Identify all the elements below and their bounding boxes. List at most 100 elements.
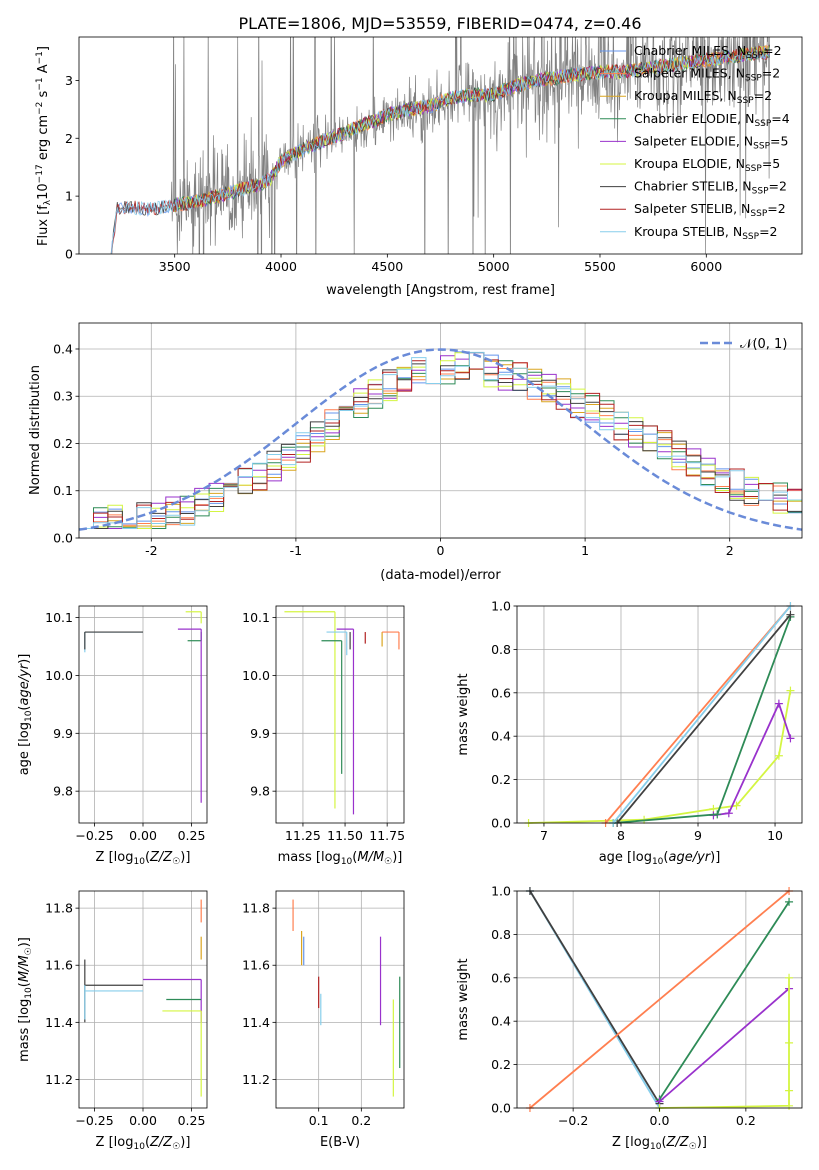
spectrum-legend-label-part: SSP [745,164,762,174]
mass-vs-Z-ytick-label: 11.4 [45,1015,73,1030]
spectrum-legend-label-part: Chabrier ELODIE, N [634,111,754,126]
massweight-vs-age-point-marker [786,686,795,695]
spectrum-legend-label-part: SSP [750,209,767,219]
spectrum-legend-label-part: SSP [745,74,762,84]
mass-vs-Z-xtick-label: −0.25 [75,1113,113,1128]
age-vs-Z-xlabel-part: 10 [133,857,145,867]
spectrum-legend-label: Chabrier STELIB, NSSP=2 [634,179,787,197]
spectrum-xtick-label: 5000 [478,259,510,274]
residuals-ytick-label: 0.4 [53,341,73,356]
age-vs-mass-xlabel-part: )] [392,850,402,865]
age-vs-mass-xtick-label: 11.75 [369,828,405,843]
massweight-vs-Z-ylabel: mass weight [456,958,471,1040]
mass-vs-ebv-ytick-label: 11.2 [242,1072,270,1087]
spectrum-legend-label: Salpeter ELODIE, NSSP=5 [634,133,788,151]
massweight-vs-age-series-line [616,614,792,824]
spectrum-legend-label-part: SSP [754,119,771,129]
mass-vs-Z-xlabel-part: Z [log [96,1135,134,1150]
age-vs-mass-xtick-label: 11.25 [285,828,321,843]
residuals-xtick-label: -1 [290,543,302,558]
age-vs-Z-xlabel-part: Z [log [96,850,134,865]
massweight-vs-Z-ytick-label: 0.6 [491,970,511,985]
spectrum-xlabel: wavelength [Angstrom, rest frame] [326,283,555,298]
spectrum-legend-label: Salpeter MILES, NSSP=2 [634,66,780,84]
massweight-vs-age-ytick-label: 0.2 [491,772,511,787]
massweight-vs-age-ytick-label: 0.6 [491,685,511,700]
spectrum-legend-label: Chabrier ELODIE, NSSP=4 [634,111,790,129]
massweight-vs-age-point-marker [774,751,783,760]
age-vs-mass-ytick-label: 9.8 [250,784,270,799]
mass-vs-Z-ytick-label: 11.2 [45,1072,73,1087]
massweight-vs-age-xlabel-part: ( [663,850,668,865]
spectrum-model-line [111,45,770,254]
age-vs-Z-ytick-label: 10.1 [45,610,73,625]
massweight-vs-Z-xlabel-part: ( [661,1135,666,1150]
spectrum-ylabel-part: λ [43,199,53,205]
spectrum-legend-label-part: Kroupa STELIB, N [634,224,742,239]
residuals-ytick-label: 0.2 [53,436,73,451]
massweight-vs-Z-ytick-label: 0.0 [491,1101,511,1116]
mass-vs-Z-xlabel-part: )] [180,1135,190,1150]
age-vs-Z-xlabel-part: )] [180,850,190,865]
residual-ylabel: Normed distribution [28,365,43,495]
massweight-vs-Z-xlabel-part: Z [log [612,1135,650,1150]
mass-vs-Z-ylabel-part: )] [17,937,32,947]
massweight-vs-Z-point-marker [785,1038,794,1047]
spectrum-legend-label-part: Salpeter ELODIE, N [634,133,753,148]
spectrum-legend-label: Kroupa STELIB, NSSP=2 [634,224,778,242]
spectrum-legend-label-part: SSP [742,232,759,242]
mass-vs-ebv-ytick-label: 11.8 [242,901,270,916]
spectrum-legend-label-part: =5 [770,133,788,148]
spectrum-legend-label-part: Kroupa ELODIE, N [634,156,745,171]
age-vs-Z-xlabel-part: ( [145,850,150,865]
spectrum-xtick-label: 6000 [690,259,722,274]
spectrum-legend-label-part: =2 [769,179,787,194]
residuals-ytick-label: 0.0 [53,531,73,546]
massweight-vs-Z-xlabel-part: )] [697,1135,707,1150]
age-vs-mass-ytick-label: 9.9 [250,726,270,741]
massweight-vs-age-point-marker [732,801,741,810]
spectrum-legend-label-part: =2 [762,66,780,81]
residuals-ytick-label: 0.3 [53,389,73,404]
massweight-vs-Z-series-line [659,977,790,1109]
massweight-vs-Z-xlabel-part: 10 [650,1142,662,1152]
massweight-vs-Z-series-line [658,987,790,1103]
spectrum-legend-label-part: =5 [762,156,780,171]
mass-vs-Z-ylabel: mass [log10(M/M☉)] [17,937,34,1062]
spectrum-legend-label-part: Kroupa MILES, N [634,88,737,103]
residuals-ytick-label: 0.1 [53,483,73,498]
massweight-vs-Z-series-line [658,901,790,1100]
spectrum-legend-label-part: =2 [759,224,777,239]
age-vs-Z-ytick-label: 9.9 [53,726,73,741]
spectrum-ylabel-part: s [36,90,51,101]
mass-vs-Z-ytick-label: 11.6 [45,958,73,973]
age-vs-Z-ylabel: age [log10(age/yr)] [17,654,34,776]
massweight-vs-Z-ytick-label: 0.2 [491,1057,511,1072]
spectrum-legend-label-part: =2 [767,201,785,216]
spectrum-ylabel-part: −2 [35,102,45,115]
mass-vs-Z-xlabel-part: ☉ [172,1142,180,1152]
mass-vs-Z-ylabel-part: mass [log [17,999,32,1062]
massweight-vs-age-point-marker [713,810,722,819]
age-vs-Z-xtick-label: −0.25 [75,828,113,843]
residuals-xtick-label: 2 [726,543,734,558]
spectrum-legend-label-part: =2 [754,88,772,103]
massweight-vs-Z-ytick-label: 0.8 [491,927,511,942]
massweight-vs-Z-ytick-label: 1.0 [491,884,511,899]
age-vs-Z-xlabel: Z [log10(Z/Z☉)] [96,850,191,867]
mass-vs-ebv-frame [275,890,405,1109]
age-vs-mass-ytick-label: 10.0 [242,668,270,683]
massweight-vs-age-xtick-label: 7 [540,828,548,843]
spectrum-ylabel-part: −1 [35,77,45,90]
massweight-vs-age-xlabel-part: 10 [652,857,664,867]
massweight-vs-age-xtick-label: 8 [617,828,625,843]
age-vs-mass-xlabel-part: ☉ [384,857,392,867]
massweight-vs-Z-xtick-label: 0.2 [736,1113,756,1128]
massweight-vs-age-xlabel-part: )] [710,850,720,865]
massweight-vs-age-ylabel: mass weight [456,673,471,755]
age-vs-mass-ytick-label: 10.1 [242,610,270,625]
mass-vs-ebv-xtick-label: 0.1 [309,1113,329,1128]
age-vs-mass-xlabel: mass [log10(M/M☉)] [278,850,403,867]
massweight-vs-Z-point-marker [785,973,794,982]
mass-vs-Z-xlabel-part: 10 [133,1142,145,1152]
